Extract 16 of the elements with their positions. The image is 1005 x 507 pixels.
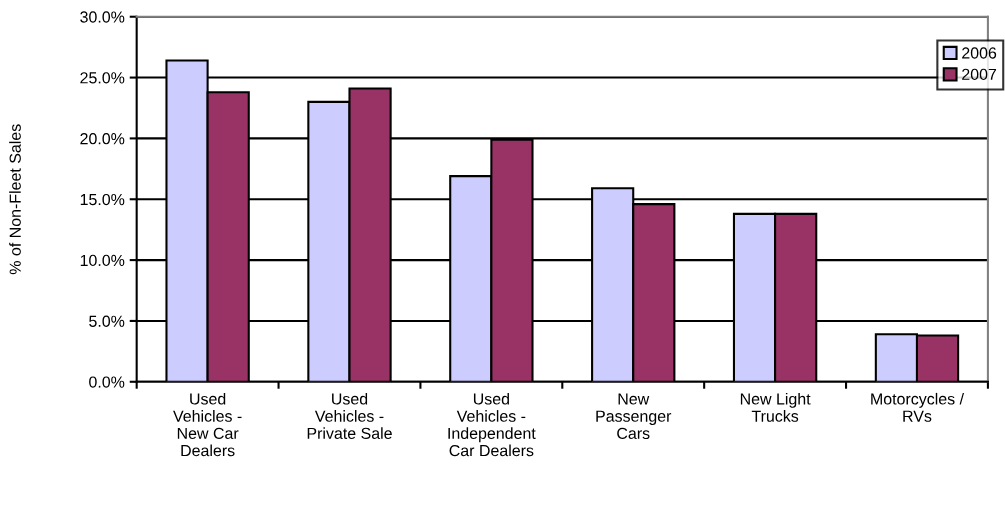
legend-label: 2006 [962,47,997,59]
x-tick-label: Used Vehicles - New Car Dealers [173,392,242,457]
y-tick-label: 5.0% [89,315,125,327]
x-tick-label: Motorcycles / RVs [871,392,965,422]
x-tick-label: Used Vehicles - Independent Car Dealers [448,392,536,457]
y-tick-label: 15.0% [80,193,125,206]
y-tick-label: 20.0% [80,133,125,145]
x-tick-label: New Passenger Cars [596,393,672,440]
y-tick-label: 10.0% [80,254,125,267]
y-tick-label: 0.0% [89,376,125,388]
y-axis-title: % of Non-Fleet Sales [9,124,21,275]
legend-label: 2007 [962,68,997,81]
x-tick-label: Used Vehicles - Private Sale [307,392,392,440]
x-tick-label: New Light Trucks [740,392,811,422]
y-tick-label: 25.0% [80,72,125,84]
y-tick-label: 30.0% [80,11,125,23]
